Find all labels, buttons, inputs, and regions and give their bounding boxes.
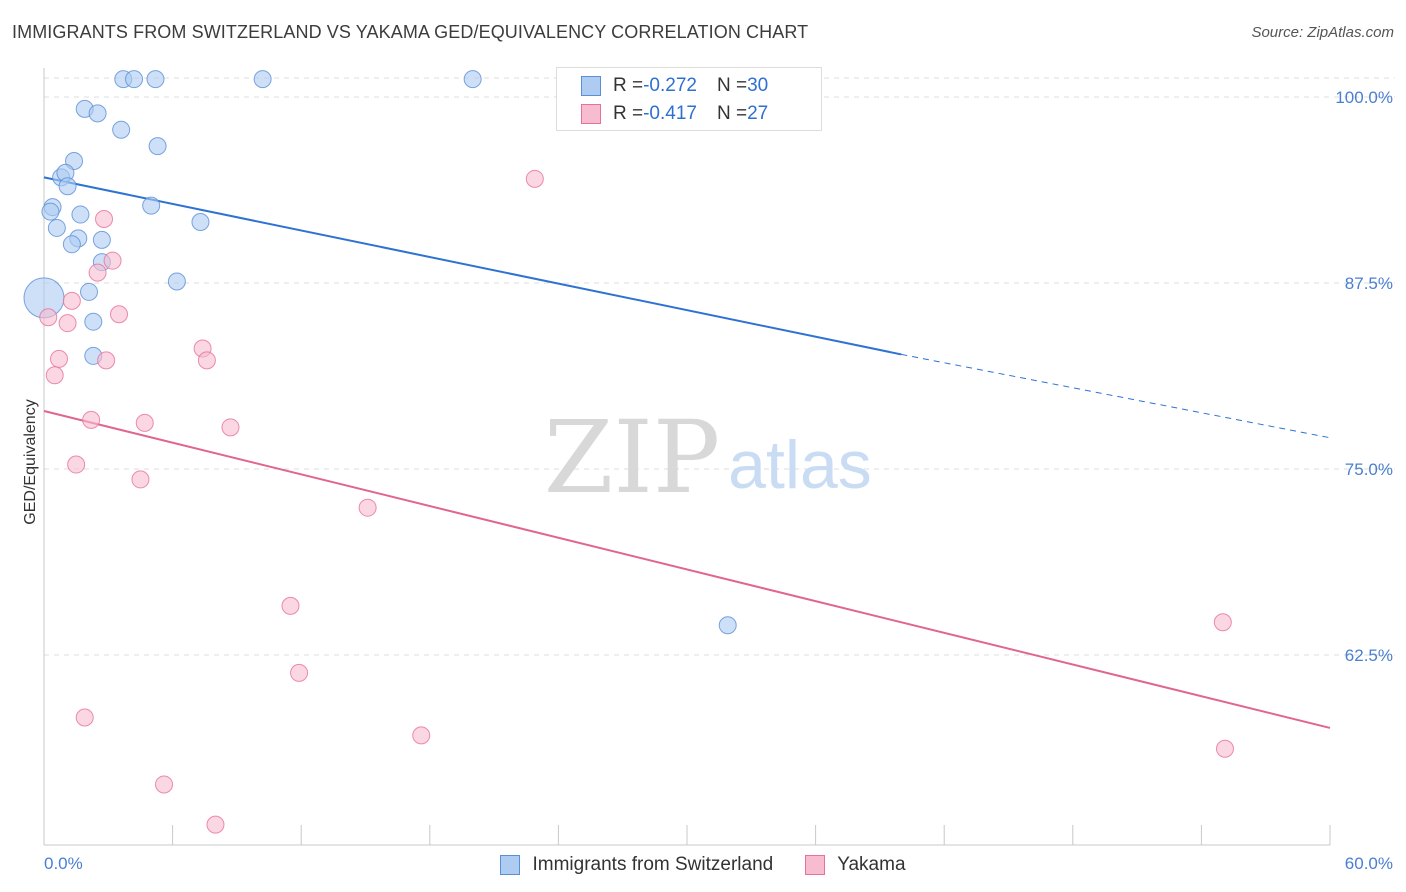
legend-swatch-blue	[581, 76, 601, 96]
watermark-atlas: atlas	[728, 427, 872, 503]
point-switzerland	[253, 70, 272, 89]
point-yakama	[67, 455, 86, 474]
point-switzerland	[88, 104, 107, 123]
point-yakama	[1215, 739, 1234, 758]
trend-line-switzerland-dashed	[901, 353, 1331, 439]
legend-n-value: 30	[747, 75, 769, 96]
legend-swatch-yakama	[805, 855, 826, 875]
point-switzerland	[80, 282, 99, 301]
x-tick-label: 60.0%	[1345, 854, 1393, 873]
legend-n-value: 27	[747, 103, 769, 124]
point-yakama	[135, 413, 154, 432]
series-legend: Immigrants from Switzerland Yakama	[0, 852, 1406, 878]
legend-r-label: R =	[613, 75, 644, 96]
point-switzerland	[191, 212, 210, 231]
point-switzerland	[718, 616, 737, 635]
trend-line-switzerland	[43, 176, 902, 356]
trend-lines	[43, 176, 1331, 729]
legend-label-switzerland: Immigrants from Switzerland	[532, 854, 774, 875]
grid-lines	[44, 77, 1395, 656]
chart-title: IMMIGRANTS FROM SWITZERLAND VS YAKAMA GE…	[12, 22, 809, 42]
x-tick-label: 0.0%	[44, 854, 83, 873]
legend-item-yakama[interactable]: Yakama	[805, 854, 906, 876]
point-yakama	[58, 314, 77, 333]
point-yakama	[206, 815, 225, 834]
y-axis-label: GED/Equivalency	[22, 399, 39, 524]
axes	[43, 68, 1331, 846]
watermark-zip: ZIP	[544, 399, 720, 516]
point-yakama	[82, 410, 101, 429]
watermark: ZIP atlas	[544, 399, 872, 516]
point-switzerland	[41, 202, 60, 221]
source-label: Source: ZipAtlas.com	[1251, 24, 1394, 41]
y-tick-label: 62.5%	[1345, 646, 1393, 665]
legend-n-label: N =	[716, 75, 748, 96]
trend-line-yakama	[43, 409, 1331, 729]
y-tick-labels: 100.0% 87.5% 75.0% 62.5%	[1335, 88, 1393, 665]
point-yakama	[155, 775, 174, 794]
y-tick-label: 100.0%	[1335, 88, 1393, 107]
data-points	[23, 70, 1234, 834]
point-switzerland	[142, 196, 161, 215]
point-switzerland	[58, 177, 77, 196]
legend-swatch-pink	[581, 104, 601, 124]
point-yakama	[1213, 613, 1232, 632]
legend-swatch-switzerland	[500, 855, 521, 875]
x-tick-labels: 0.0% 60.0%	[44, 854, 1393, 873]
legend-r-value: -0.417	[643, 103, 697, 124]
point-yakama	[131, 470, 150, 489]
y-tick-label: 87.5%	[1345, 274, 1393, 293]
point-yakama	[525, 169, 544, 188]
correlation-legend: R = -0.272 N = 30 R = -0.417 N = 27	[556, 67, 822, 131]
point-yakama	[103, 251, 122, 270]
point-switzerland	[62, 235, 81, 254]
point-switzerland	[125, 70, 144, 89]
y-tick-label: 75.0%	[1345, 460, 1393, 479]
point-switzerland	[146, 70, 165, 89]
point-yakama	[221, 418, 240, 437]
point-switzerland	[148, 137, 167, 156]
legend-r-label: R =	[613, 103, 644, 124]
point-yakama	[97, 351, 116, 370]
point-yakama	[88, 263, 107, 282]
point-switzerland	[84, 312, 103, 331]
point-yakama	[75, 708, 94, 727]
legend-row-switzerland: R = -0.272 N = 30	[581, 73, 768, 99]
point-yakama	[358, 498, 377, 517]
legend-label-yakama: Yakama	[837, 854, 906, 875]
point-switzerland	[112, 120, 131, 139]
point-switzerland	[463, 70, 482, 89]
legend-r-value: -0.272	[643, 75, 697, 96]
point-switzerland	[47, 218, 66, 237]
point-yakama	[62, 291, 81, 310]
point-yakama	[197, 351, 216, 370]
point-yakama	[110, 305, 129, 324]
point-switzerland	[167, 272, 186, 291]
point-yakama	[39, 308, 58, 327]
point-switzerland	[71, 205, 90, 224]
legend-n-label: N =	[716, 103, 748, 124]
point-yakama	[412, 726, 431, 745]
legend-item-switzerland[interactable]: Immigrants from Switzerland	[500, 854, 773, 876]
point-yakama	[50, 349, 69, 368]
point-switzerland	[92, 230, 111, 249]
point-yakama	[290, 663, 309, 682]
point-yakama	[95, 210, 114, 229]
point-yakama	[281, 596, 300, 615]
point-yakama	[45, 366, 64, 385]
legend-row-yakama: R = -0.417 N = 27	[581, 101, 768, 127]
